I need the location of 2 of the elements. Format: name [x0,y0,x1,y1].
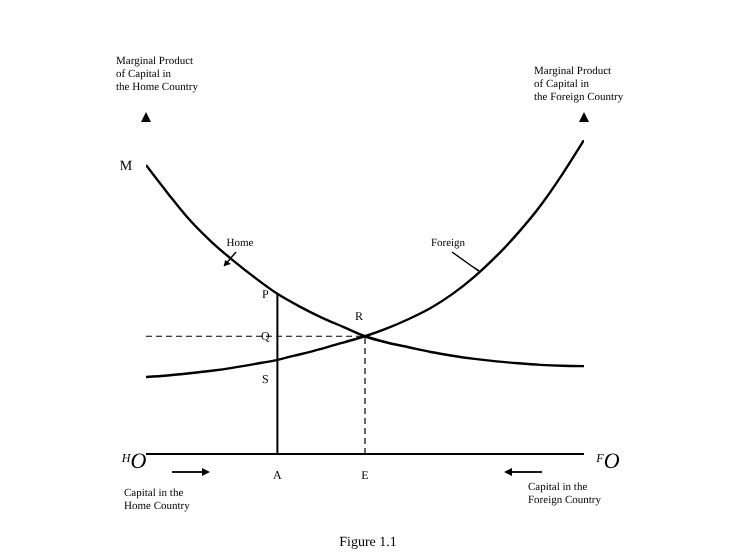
annotation: $^{H}$O [119,450,147,474]
text: $^{F}$O [594,450,620,474]
